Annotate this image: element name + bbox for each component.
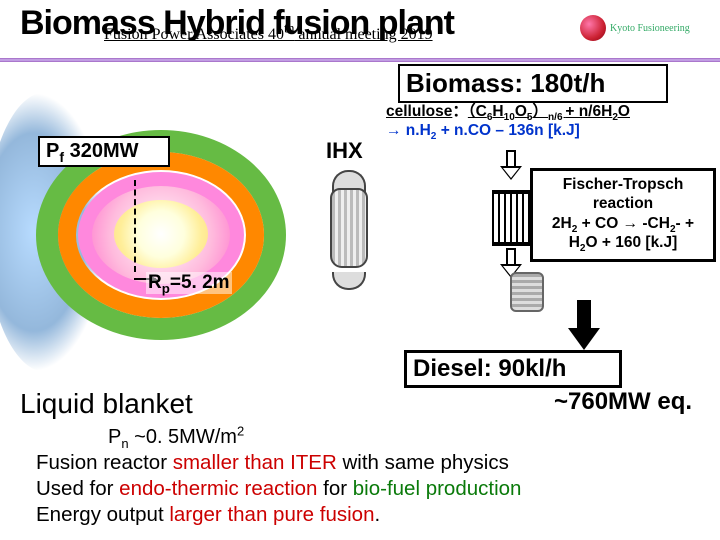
cellulose-reaction-text: cellulose：（C6H10O5）n/6 + n/6H2O→ n.H2 + …	[386, 102, 714, 141]
slide-root: Biomass Hybrid fusion plant Fusion Power…	[0, 0, 720, 540]
logo-text: Kyoto Fusioneering	[610, 23, 690, 34]
summary-bullets: Fusion reactor smaller than ITER with sa…	[36, 450, 708, 529]
equivalent-power-label: ~760MW eq.	[554, 388, 692, 416]
fischer-tropsch-box: Fischer-Tropschreaction2H2 + CO → -CH2- …	[530, 168, 716, 262]
neutron-wall-load-label: Pn ~0. 5MW/m2	[108, 426, 244, 449]
arrow-down-solid-icon	[568, 300, 600, 352]
ihx-label: IHX	[326, 138, 363, 164]
biomass-rate-box: Biomass: 180t/h	[398, 64, 668, 103]
header-divider	[0, 58, 720, 62]
fusion-power-label: Pf 320MW	[38, 136, 170, 167]
logo-ball-icon	[580, 15, 606, 41]
ihx-vessel-icon	[328, 170, 370, 290]
liquid-blanket-label: Liquid blanket	[20, 388, 193, 420]
reactor-plasma-core	[114, 200, 208, 268]
rp-radius-label: Rp=5. 2m	[146, 272, 232, 294]
diesel-output-box: Diesel: 90kl/h	[404, 350, 622, 388]
logo: Kyoto Fusioneering	[580, 8, 710, 48]
rp-dimension-line	[134, 180, 136, 272]
slide-subtitle: Fusion Power Associates 40th annual meet…	[104, 26, 433, 44]
arrow-down-outline-icon	[500, 150, 522, 184]
secondary-reactor-icon	[510, 272, 544, 312]
